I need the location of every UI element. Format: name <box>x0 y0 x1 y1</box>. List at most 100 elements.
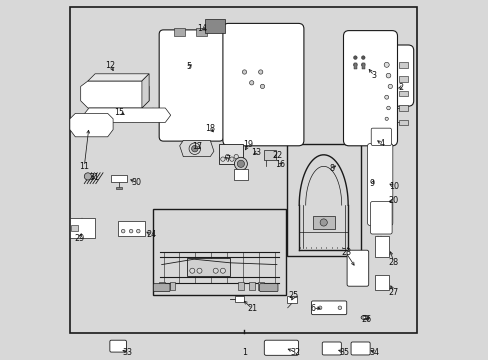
Bar <box>361 63 364 69</box>
Circle shape <box>260 84 264 89</box>
Circle shape <box>197 268 202 273</box>
Circle shape <box>318 306 321 310</box>
Text: 22: 22 <box>272 151 282 160</box>
Text: 8: 8 <box>329 163 334 172</box>
FancyBboxPatch shape <box>346 250 368 286</box>
Ellipse shape <box>361 315 368 320</box>
Text: 5: 5 <box>186 62 191 71</box>
Text: 28: 28 <box>388 258 398 266</box>
Bar <box>204 19 224 33</box>
Bar <box>353 63 356 69</box>
FancyBboxPatch shape <box>367 144 392 225</box>
Circle shape <box>384 117 387 120</box>
Circle shape <box>353 63 356 67</box>
FancyBboxPatch shape <box>370 128 390 145</box>
Bar <box>233 169 247 180</box>
Circle shape <box>353 56 356 59</box>
Ellipse shape <box>362 316 366 319</box>
Circle shape <box>361 56 365 59</box>
FancyBboxPatch shape <box>343 31 397 146</box>
FancyBboxPatch shape <box>159 30 223 141</box>
FancyBboxPatch shape <box>311 301 346 315</box>
Text: 33: 33 <box>122 348 132 356</box>
Bar <box>238 282 244 290</box>
Text: 2: 2 <box>398 83 403 91</box>
Bar <box>374 275 388 290</box>
FancyBboxPatch shape <box>350 342 369 355</box>
Text: 18: 18 <box>205 124 215 133</box>
Bar <box>196 28 206 36</box>
Bar <box>349 50 369 72</box>
Bar <box>263 150 276 160</box>
Text: 25: 25 <box>288 292 298 300</box>
Text: 21: 21 <box>247 305 257 313</box>
Text: 13: 13 <box>250 148 261 157</box>
Bar <box>374 236 388 257</box>
Circle shape <box>220 268 225 273</box>
Circle shape <box>320 219 326 226</box>
Circle shape <box>220 157 224 161</box>
Bar <box>235 296 244 302</box>
Circle shape <box>213 268 218 273</box>
Bar <box>111 175 127 182</box>
Polygon shape <box>88 74 149 81</box>
Circle shape <box>384 95 388 99</box>
Text: 16: 16 <box>274 161 284 169</box>
Circle shape <box>189 268 194 273</box>
Circle shape <box>229 157 234 161</box>
Circle shape <box>386 106 389 110</box>
Bar <box>398 105 407 111</box>
Circle shape <box>234 157 247 170</box>
Circle shape <box>387 84 392 89</box>
Text: 7: 7 <box>224 154 230 163</box>
Circle shape <box>129 229 133 233</box>
Text: 35: 35 <box>339 348 349 356</box>
Text: 6: 6 <box>310 305 315 313</box>
Bar <box>116 187 122 189</box>
Circle shape <box>258 70 263 74</box>
Circle shape <box>121 229 125 233</box>
Circle shape <box>225 154 229 159</box>
Text: 10: 10 <box>388 182 398 191</box>
Text: 27: 27 <box>388 288 398 297</box>
Bar <box>159 282 164 290</box>
Polygon shape <box>142 74 149 108</box>
Bar <box>118 221 145 236</box>
Circle shape <box>242 70 246 74</box>
FancyBboxPatch shape <box>110 340 126 352</box>
Text: 31: 31 <box>89 173 99 181</box>
Bar <box>398 76 407 82</box>
Text: 15: 15 <box>114 108 124 117</box>
Text: 19: 19 <box>243 140 253 149</box>
Text: 4: 4 <box>379 139 384 148</box>
Polygon shape <box>83 108 170 122</box>
Text: 29: 29 <box>74 234 84 243</box>
Text: 24: 24 <box>146 230 156 239</box>
FancyBboxPatch shape <box>370 202 391 234</box>
Polygon shape <box>179 140 213 157</box>
Bar <box>312 216 334 229</box>
Bar <box>286 144 360 256</box>
Bar <box>71 225 78 231</box>
Bar <box>257 282 263 290</box>
FancyBboxPatch shape <box>368 45 413 106</box>
Circle shape <box>136 229 140 233</box>
Bar <box>169 282 175 290</box>
Text: 17: 17 <box>191 143 202 152</box>
Polygon shape <box>81 81 149 108</box>
Text: 30: 30 <box>131 178 141 187</box>
Text: 9: 9 <box>369 179 374 188</box>
Circle shape <box>384 62 388 67</box>
FancyBboxPatch shape <box>322 342 341 355</box>
Bar <box>398 62 407 68</box>
Bar <box>174 28 185 36</box>
Text: 32: 32 <box>290 348 300 356</box>
Circle shape <box>234 154 238 159</box>
Text: 11: 11 <box>79 162 89 171</box>
FancyBboxPatch shape <box>223 23 303 146</box>
Circle shape <box>361 63 365 67</box>
Circle shape <box>337 306 341 310</box>
Bar <box>286 296 297 303</box>
Circle shape <box>189 143 200 154</box>
FancyBboxPatch shape <box>153 284 170 292</box>
